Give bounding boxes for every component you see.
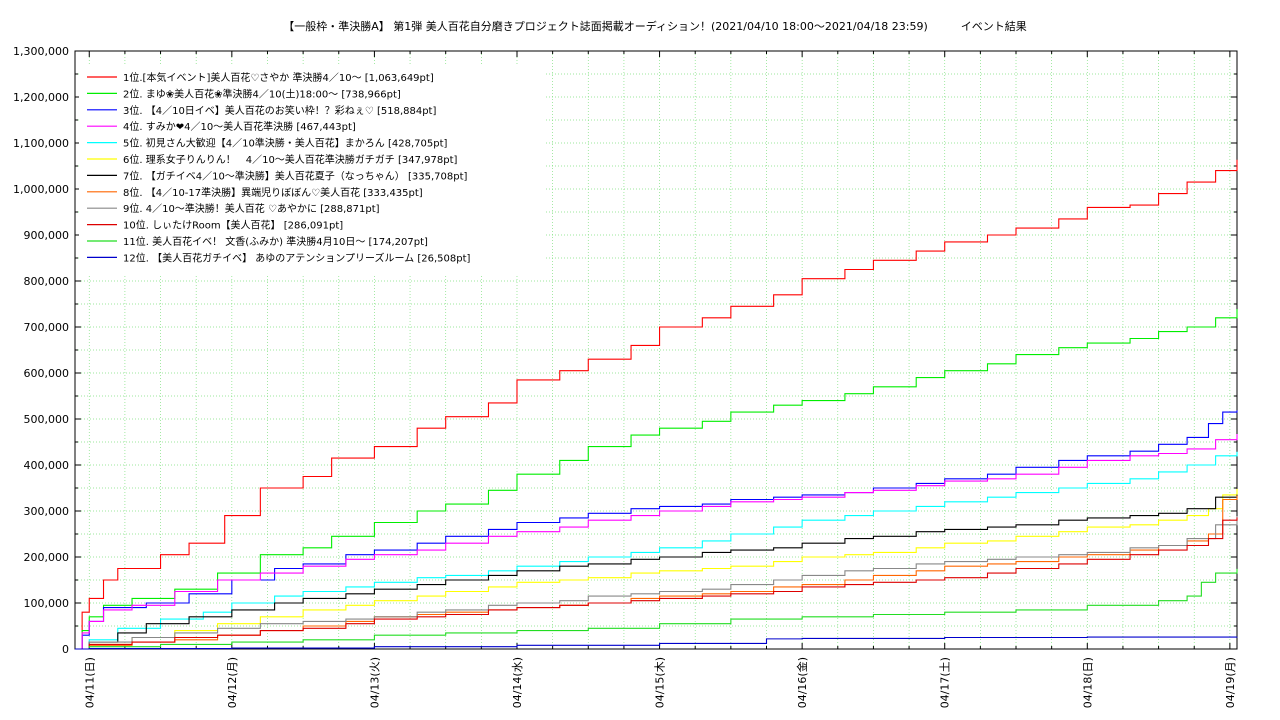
x-tick-label: 04/17(土): [939, 657, 952, 708]
legend-label-3: 3位. 【4／10日イベ】美人百花のお笑い枠！？彩ねぇ♡ [518,884pt]: [123, 104, 436, 117]
legend-label-5: 5位. 初見さん大歓迎【4／10準決勝・美人百花】まかろん [428,705pt…: [123, 137, 448, 150]
y-tick-label: 200,000: [24, 551, 70, 564]
axes: 0 100,000 200,000 300,000 400,000 500,000 600,…: [13, 45, 1238, 708]
y-tick-label: 1,300,000: [13, 45, 69, 58]
data-series: [75, 159, 1238, 650]
series-line-11: [75, 568, 1238, 650]
y-tick-label: 300,000: [24, 505, 70, 518]
x-tick-label: 04/19(月): [1224, 657, 1237, 708]
legend-background: [79, 66, 544, 276]
x-tick-label: 04/15(木): [654, 657, 667, 708]
y-tick-label: 400,000: [24, 459, 70, 472]
legend-label-1: 1位.[本気イベント]美人百花♡さやか 準決勝4／10～ [1,063,649p…: [123, 71, 434, 84]
y-tick-label: 600,000: [24, 367, 70, 380]
x-tick-label: 04/13(火): [368, 657, 381, 708]
y-tick-label: 100,000: [24, 597, 70, 610]
chart-title: 【一般枠・準決勝A】 第1弾 美人百花自分磨きプロジェクト誌面掲載オーディション…: [283, 19, 1027, 33]
series-line-12: [75, 636, 1238, 650]
series-line-3: [75, 410, 1238, 650]
series-line-2: [75, 309, 1238, 650]
x-tick-label: 04/14(水): [511, 657, 524, 708]
y-tick-label: 1,200,000: [13, 91, 69, 104]
y-tick-label: 800,000: [24, 275, 70, 288]
legend: 1位.[本気イベント]美人百花♡さやか 準決勝4／10～ [1,063,649p…: [87, 71, 470, 264]
series-line-6: [75, 488, 1238, 650]
legend-label-8: 8位. 【4／10-17準決勝】異端児りぼぼん♡美人百花 [333,435pt]: [123, 186, 423, 199]
legend-label-10: 10位. しぃたけRoom【美人百花】 [286,091pt]: [123, 219, 343, 232]
series-line-7: [75, 494, 1238, 650]
legend-label-4: 4位. すみか❤4／10～美人百花準決勝 [467,443pt]: [123, 120, 356, 133]
legend-label-9: 9位. 4／10～準決勝！美人百花 ♡あやかに [288,871pt]: [123, 202, 380, 215]
y-tick-label: 1,100,000: [13, 137, 69, 150]
series-line-5: [75, 451, 1238, 650]
series-line-1: [75, 159, 1238, 650]
x-tick-label: 04/12(月): [226, 657, 239, 708]
y-tick-label: 700,000: [24, 321, 70, 334]
x-tick-label: 04/16(金): [795, 657, 809, 708]
x-tick-label: 04/18(日): [1081, 657, 1094, 708]
series-line-4: [75, 433, 1238, 650]
x-tick-label: 04/11(日): [83, 657, 96, 708]
series-line-10: [75, 517, 1238, 650]
y-tick-label: 900,000: [24, 229, 70, 242]
legend-label-6: 6位. 理系女子りんりん！ 4／10～美人百花準決勝ガチガチ [347,978p…: [123, 153, 458, 166]
y-tick-label: 1,000,000: [13, 183, 69, 196]
series-line-9: [75, 516, 1238, 650]
y-tick-label: 500,000: [24, 413, 70, 426]
legend-label-2: 2位. まゆ❀美人百花❀準決勝4／10(土)18:00～ [738,966pt]: [123, 87, 401, 100]
legend-label-12: 12位. 【美人百花ガチイベ】 あゆのアテンションプリーズルーム [26,508…: [123, 251, 470, 264]
legend-label-7: 7位. 【ガチイベ4／10～準決勝】美人百花夏子（なっちゃん） [335,708…: [123, 169, 468, 182]
legend-label-11: 11位. 美人百花イベ！ 文香(ふみか) 準決勝4月10日～ [174,207p…: [123, 235, 428, 248]
y-tick-label: 0: [62, 643, 69, 656]
